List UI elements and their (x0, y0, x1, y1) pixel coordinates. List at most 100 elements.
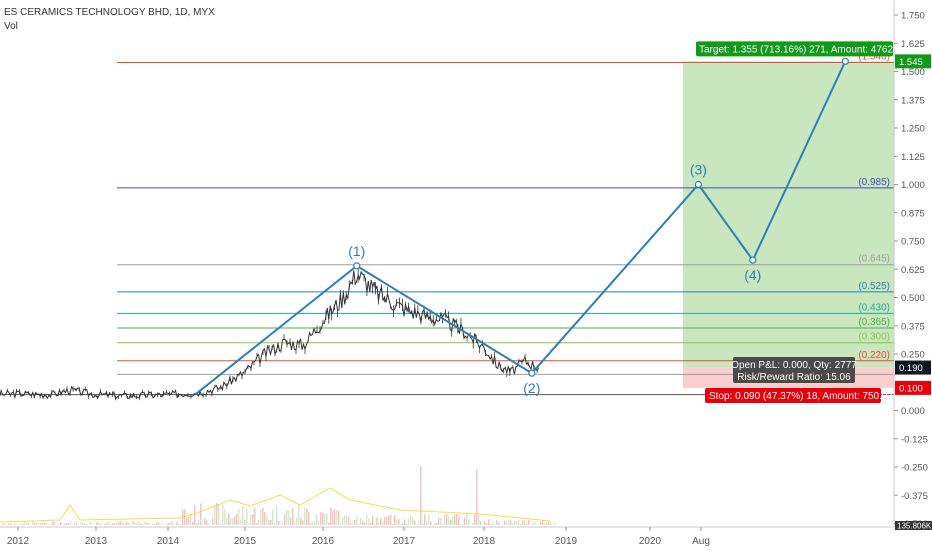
fib-level-label: (0.430) (858, 302, 890, 313)
price-axis-label: 1.375 (901, 95, 925, 106)
volume-bar (24, 521, 26, 525)
volume-bar (212, 518, 214, 525)
volume-bar (392, 523, 394, 525)
price-axis-label: 0.750 (901, 237, 925, 248)
volume-bar (394, 515, 396, 525)
wave-point-handle[interactable] (841, 57, 849, 65)
volume-bar (472, 522, 474, 525)
volume-bar (402, 523, 404, 525)
volume-bar (312, 521, 314, 525)
volume-bar (100, 523, 102, 525)
fib-level-label: (0.220) (858, 350, 890, 361)
volume-bar (510, 519, 512, 525)
volume-bar (534, 521, 536, 525)
volume-bar (166, 523, 168, 525)
volume-bar (450, 519, 452, 525)
volume-bar (376, 517, 378, 525)
price-axis-label: 1.000 (901, 180, 925, 191)
volume-indicator-label: Vol (4, 21, 18, 32)
volume-bar (236, 513, 238, 525)
volume-bar (82, 523, 84, 525)
volume-bar (246, 508, 248, 525)
volume-bar (124, 522, 126, 525)
volume-bar (222, 504, 224, 525)
stop-label: Stop: 0.090 (47.37%) 18, Amount: 750.07 (709, 391, 893, 402)
volume-bar (554, 523, 556, 525)
risk-reward-label: Risk/Reward Ratio: 15.06 (737, 372, 851, 383)
volume-bar (292, 508, 294, 525)
fib-level-label: (0.365) (858, 317, 890, 328)
volume-bar (326, 513, 328, 525)
volume-bar (12, 524, 14, 525)
volume-bar (298, 504, 300, 525)
wave-point-label: (4) (744, 267, 761, 283)
volume-bar (154, 523, 156, 525)
volume-bar (90, 522, 92, 525)
volume-bar (408, 518, 410, 525)
volume-bar (266, 515, 268, 525)
target-label: Target: 1.355 (713.16%) 271, Amount: 476… (699, 44, 907, 55)
wave-point-handle[interactable] (749, 256, 757, 264)
wave-point-handle[interactable] (528, 369, 536, 377)
volume-bar (104, 523, 106, 525)
price-axis-label: 1.250 (901, 124, 925, 135)
volume-axis-label: 135.806K (897, 522, 932, 531)
volume-bar (132, 521, 134, 525)
wave-point-handle[interactable] (694, 180, 703, 189)
volume-bar (44, 523, 46, 525)
volume-bar (54, 522, 56, 525)
volume-bar (464, 517, 466, 525)
volume-bar (140, 523, 142, 525)
volume-bar (184, 509, 186, 525)
volume-bar (144, 521, 146, 525)
wave-point-handle[interactable] (353, 262, 361, 270)
price-axis-label: -0.125 (901, 434, 928, 445)
wave-point-label: (3) (690, 162, 707, 178)
volume-bar (352, 522, 354, 525)
wave-point-label: (2) (523, 380, 540, 396)
volume-bar (396, 519, 398, 525)
volume-bar (332, 510, 334, 525)
volume-bar (520, 523, 522, 525)
volume-bar (46, 523, 48, 525)
volume-bar (454, 514, 456, 525)
fib-level-label: (0.645) (858, 254, 890, 265)
volume-bar (278, 520, 280, 525)
volume-bar (268, 519, 270, 525)
volume-bar (506, 521, 508, 525)
volume-bar (474, 514, 476, 525)
volume-bar (348, 516, 350, 525)
volume-bar (324, 513, 326, 525)
volume-ma-line (0, 487, 551, 523)
fib-level-label: (1.540) (858, 51, 890, 62)
volume-bar (42, 521, 44, 525)
volume-bar (372, 515, 374, 525)
volume-bar (382, 521, 384, 525)
volume-bar (172, 521, 174, 525)
volume-bar (80, 521, 82, 525)
volume-bar (308, 511, 310, 525)
volume-bar (512, 523, 514, 525)
volume-bar (380, 518, 382, 525)
volume-bar (272, 509, 274, 525)
volume-bar (294, 521, 296, 525)
volume-bar (318, 521, 320, 525)
price-axis-label: 0.375 (901, 321, 925, 332)
volume-bar (72, 524, 74, 525)
price-axis-label: 1.125 (901, 152, 925, 163)
volume-bar (74, 522, 76, 525)
price-axis-label: 0.000 (901, 406, 925, 417)
volume-bar (526, 523, 528, 525)
volume-bar (542, 520, 544, 525)
volume-bar (386, 516, 388, 525)
volume-bar (66, 523, 68, 525)
volume-bar (224, 509, 226, 525)
volume-bar (282, 522, 284, 525)
volume-bar (364, 522, 366, 525)
volume-bar (286, 509, 288, 525)
volume-bar (242, 505, 244, 525)
chart-legend: ES CERAMICS TECHNOLOGY BHD, 1D, MYX Vol (4, 6, 215, 34)
volume-bar (426, 520, 428, 525)
volume-bar (494, 524, 496, 525)
